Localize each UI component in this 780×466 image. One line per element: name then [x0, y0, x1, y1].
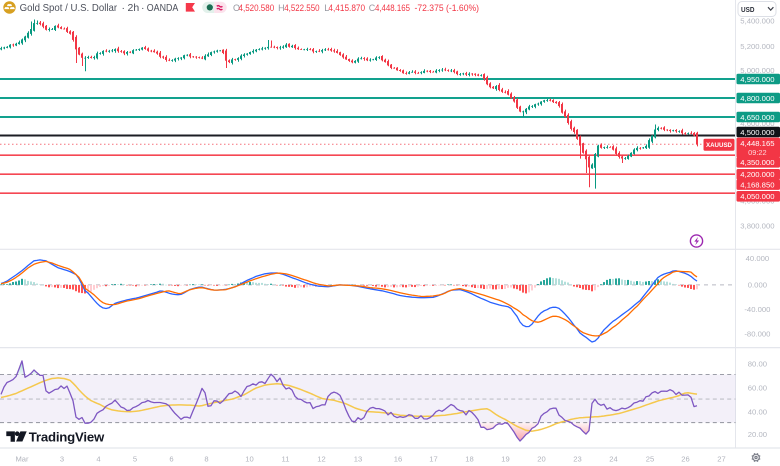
svg-text:16: 16 [394, 454, 402, 463]
svg-text:4,520.580: 4,520.580 [239, 3, 275, 13]
svg-text:OANDA: OANDA [147, 2, 179, 14]
svg-text:C: C [369, 3, 376, 13]
svg-text:4,415.870: 4,415.870 [328, 3, 365, 13]
svg-text:TradingView: TradingView [29, 429, 105, 444]
svg-text:4,950.000: 4,950.000 [740, 75, 774, 84]
svg-text:20: 20 [537, 454, 545, 463]
svg-text:4,800.000: 4,800.000 [740, 94, 774, 103]
svg-text:-72.375 (-1.60%): -72.375 (-1.60%) [415, 3, 480, 13]
svg-text:40.00: 40.00 [748, 407, 767, 416]
svg-text:4,650.000: 4,650.000 [740, 113, 774, 122]
svg-text:27: 27 [717, 454, 725, 463]
svg-text:4,168.850: 4,168.850 [740, 180, 774, 189]
svg-text:18: 18 [465, 454, 473, 463]
svg-text:5,000.000: 5,000.000 [740, 66, 774, 75]
svg-text:H: H [278, 3, 285, 13]
svg-text:20.00: 20.00 [748, 430, 767, 439]
svg-text:USD: USD [741, 5, 755, 14]
svg-text:·: · [122, 2, 126, 14]
svg-text:4,448.165: 4,448.165 [375, 3, 410, 13]
svg-text:8: 8 [204, 454, 208, 463]
svg-text:4,050.000: 4,050.000 [740, 192, 774, 201]
svg-text:-80.000: -80.000 [744, 329, 770, 338]
svg-text:26: 26 [681, 454, 689, 463]
svg-text:4,500.000: 4,500.000 [740, 128, 774, 137]
svg-text:12: 12 [317, 454, 325, 463]
svg-text:O: O [233, 3, 240, 13]
svg-text:Gold Spot / U.S. Dollar: Gold Spot / U.S. Dollar [20, 2, 118, 14]
svg-text:-40.000: -40.000 [744, 305, 770, 314]
svg-text:4,522.550: 4,522.550 [284, 3, 319, 13]
svg-text:XAUUSD: XAUUSD [706, 142, 732, 149]
svg-text:11: 11 [282, 454, 290, 463]
svg-text:40.000: 40.000 [746, 254, 770, 263]
svg-text:·: · [141, 2, 145, 14]
svg-text:4,200.000: 4,200.000 [740, 170, 774, 179]
svg-text:2h: 2h [128, 2, 140, 14]
svg-text:80.00: 80.00 [748, 359, 767, 368]
svg-text:4: 4 [96, 454, 100, 463]
svg-text:4,350.000: 4,350.000 [740, 158, 774, 167]
svg-text:4,600.000: 4,600.000 [740, 119, 774, 128]
svg-text:Mar: Mar [15, 454, 29, 463]
svg-text:4,448.165: 4,448.165 [740, 139, 774, 148]
svg-text:3,800.000: 3,800.000 [740, 222, 774, 231]
svg-text:10: 10 [245, 454, 253, 463]
svg-text:25: 25 [646, 454, 654, 463]
svg-text:L: L [324, 3, 329, 13]
svg-text:5: 5 [133, 454, 137, 463]
svg-text:0.000: 0.000 [748, 281, 767, 290]
svg-text:13: 13 [354, 454, 362, 463]
svg-text:23: 23 [573, 454, 581, 463]
svg-text:09:22: 09:22 [748, 148, 767, 157]
svg-text:3: 3 [60, 454, 64, 463]
svg-text:17: 17 [429, 454, 437, 463]
svg-text:5,400.000: 5,400.000 [740, 16, 774, 25]
svg-text:6: 6 [169, 454, 173, 463]
svg-text:24: 24 [609, 454, 617, 463]
svg-text:19: 19 [501, 454, 509, 463]
svg-text:60.00: 60.00 [748, 383, 767, 392]
svg-text:5,200.000: 5,200.000 [740, 42, 774, 51]
